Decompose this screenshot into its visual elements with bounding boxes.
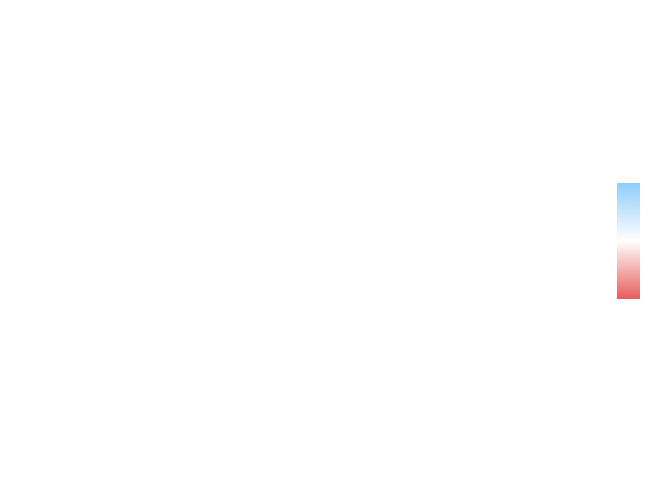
legend-colorbar [617,183,640,299]
color-legend [617,183,640,299]
